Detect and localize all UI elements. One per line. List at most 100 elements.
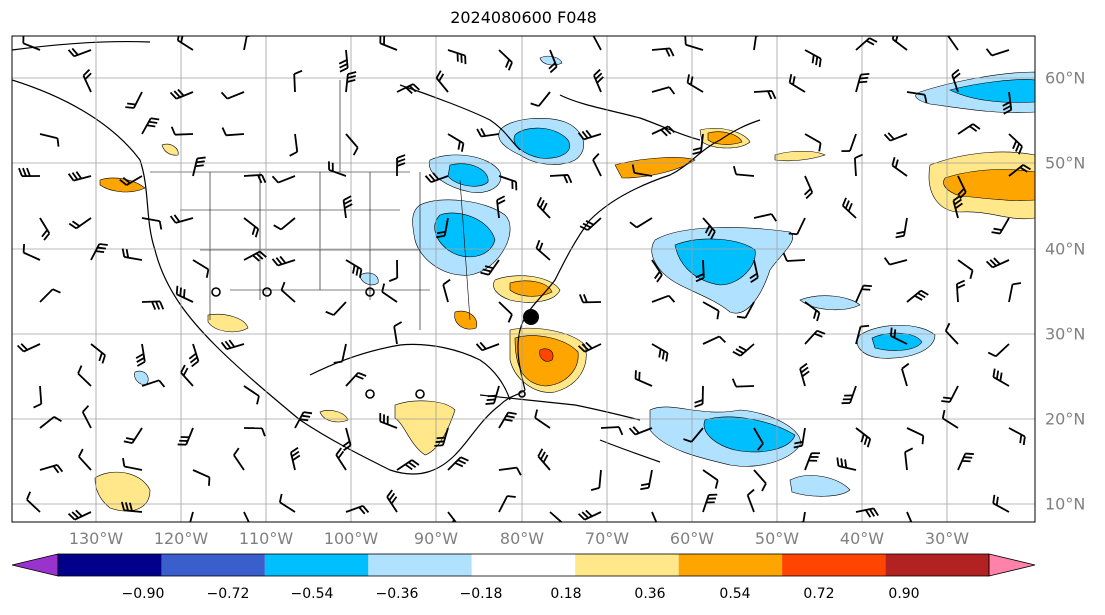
wind-barb	[803, 175, 814, 200]
wind-barb	[67, 171, 92, 182]
wind-barb	[435, 70, 449, 93]
wind-barb	[951, 68, 961, 93]
wind-barb	[732, 165, 755, 177]
wind-barb	[841, 133, 857, 153]
map-frame	[11, 35, 1036, 523]
calm-wind-circle	[365, 389, 375, 399]
colorbar-tick-label: 0.18	[550, 586, 582, 602]
wind-barb	[906, 289, 929, 303]
positive-anomaly-area	[774, 150, 826, 162]
wind-barb	[325, 301, 347, 316]
positive-anomaly-area	[509, 280, 553, 297]
wind-barb	[67, 47, 92, 58]
wind-barb	[379, 412, 398, 429]
wind-barb	[498, 301, 513, 323]
wind-barb	[220, 91, 245, 100]
negative-anomaly-area	[513, 127, 570, 159]
wind-barb	[243, 250, 267, 262]
wind-barb	[498, 175, 518, 191]
wind-barb	[631, 164, 653, 177]
colorbar-segment	[368, 554, 472, 576]
wind-barb	[82, 68, 92, 93]
wind-barb	[188, 343, 200, 368]
wind-barb	[651, 125, 676, 137]
wind-barb	[957, 259, 974, 280]
wind-barb	[39, 288, 61, 303]
wind-barb	[957, 175, 967, 200]
wind-barb	[121, 248, 143, 261]
wind-barb	[447, 456, 469, 471]
wind-barb	[889, 327, 908, 345]
negative-anomaly-area	[789, 475, 851, 497]
wind-barb	[904, 447, 914, 471]
wind-barb	[169, 88, 194, 100]
lon-label: 50°W	[754, 529, 800, 548]
wind-barb	[396, 459, 420, 471]
wind-barb	[345, 71, 357, 93]
lon-label: 30°W	[924, 529, 970, 548]
wind-barb	[480, 259, 500, 276]
wind-barb	[749, 259, 759, 283]
wind-barb	[593, 68, 604, 93]
positive-anomaly-area	[99, 177, 146, 193]
wind-barb	[141, 117, 160, 135]
wind-barb	[141, 217, 163, 230]
wind-barb	[957, 452, 974, 471]
wind-barb	[731, 378, 755, 388]
calm-wind-circle	[518, 390, 526, 398]
colorbar-tick-label: −0.54	[290, 586, 334, 602]
wind-barb	[342, 195, 353, 219]
wind-barb	[289, 133, 299, 157]
wind-barb	[906, 91, 928, 104]
wind-barb	[985, 257, 1010, 269]
wind-barb	[485, 385, 500, 405]
wind-barb	[345, 505, 370, 515]
wind-barb	[381, 283, 398, 303]
colorbar-tick-label: −0.72	[206, 586, 250, 602]
colorbar-tick-label: 0.54	[719, 586, 751, 602]
wind-barb	[804, 301, 821, 322]
wind-barb	[577, 341, 602, 353]
wind-barb	[537, 448, 551, 471]
positive-anomaly-area	[161, 143, 179, 156]
wind-barb	[39, 463, 64, 474]
wind-barb	[33, 385, 43, 409]
wind-barb	[592, 153, 602, 177]
negative-anomaly-area	[447, 163, 489, 187]
wind-barb	[684, 36, 704, 51]
wind-barb	[90, 243, 108, 261]
wind-barb	[180, 364, 194, 387]
wind-barb	[1008, 164, 1031, 177]
wind-barb	[535, 239, 551, 261]
colorbar-segment	[161, 554, 265, 576]
calm-wind-circle	[211, 287, 221, 297]
wind-barb	[957, 123, 981, 135]
wind-barb	[941, 409, 959, 429]
wind-barb	[640, 469, 653, 491]
wind-barb	[853, 153, 864, 177]
wind-barb	[221, 127, 245, 137]
wind-barb	[77, 365, 92, 387]
wind-barb	[67, 509, 92, 521]
colorbar-min-arrow	[11, 553, 59, 577]
wind-barb	[39, 217, 51, 241]
wind-barb	[651, 294, 676, 303]
negative-anomaly-area	[539, 55, 563, 66]
map-title: 2024080600 F048	[450, 8, 597, 27]
wind-barb	[530, 91, 551, 107]
wind-barb	[328, 161, 347, 177]
wind-barb	[386, 489, 398, 513]
wind-barb	[985, 48, 1010, 57]
weather-map	[11, 35, 1036, 523]
wind-barb	[788, 217, 806, 236]
wind-barb	[891, 157, 908, 177]
lat-label: 20°N	[1045, 409, 1086, 429]
wind-barb	[243, 511, 250, 522]
wind-barb	[396, 154, 406, 177]
colorbar-tick-label: 0.72	[803, 586, 835, 602]
wind-barb	[39, 416, 62, 429]
wind-barb	[753, 213, 777, 222]
wind-barb	[536, 196, 551, 219]
wind-barb	[333, 343, 347, 364]
wind-barb	[732, 343, 755, 357]
